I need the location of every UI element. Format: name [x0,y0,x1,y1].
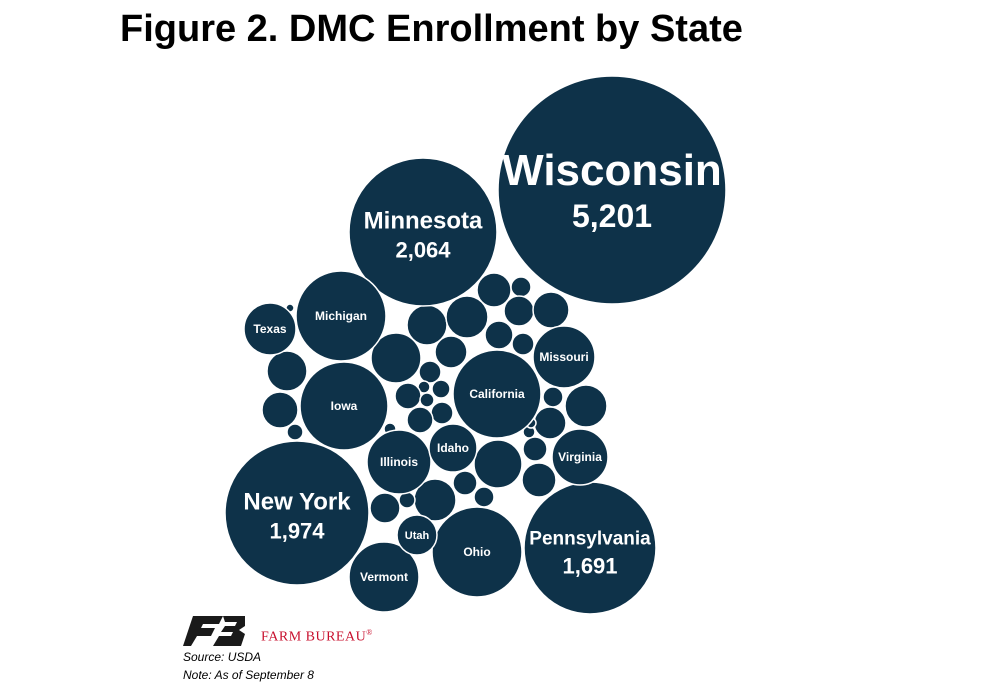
bubble-circle-michigan [295,270,387,362]
state-bubble [542,386,564,408]
state-bubble [484,320,514,350]
bubble-circle-iowa [299,361,389,451]
bubble-label-virginia: Virginia [558,450,602,464]
bubble-iowa: Iowa [299,361,389,451]
state-bubble [394,382,422,410]
state-bubble [445,295,489,339]
state-bubble [431,379,451,399]
bubble-pennsylvania: Pennsylvania 1,691 [523,481,657,615]
bubble-label-ohio: Ohio [463,545,490,559]
bubble-utah: Utah [396,514,438,556]
registered-mark: ® [366,628,373,637]
date-note: Note: As of September 8 [183,668,314,682]
state-bubble [564,384,608,428]
bubble-label-missouri: Missouri [539,350,588,364]
state-bubble [521,462,557,498]
bubble-circle-ohio [431,506,523,598]
state-bubble [510,276,532,298]
bubble-label-minnesota: Minnesota [364,208,483,235]
state-bubble [418,360,442,384]
state-bubble [452,470,478,496]
state-bubble [406,406,434,434]
bubble-virginia: Virginia [551,428,609,486]
state-bubble [476,272,512,308]
bubble-label-california: California [469,387,525,401]
state-bubble [473,439,523,489]
bubble-label-new-york: New York [243,489,351,516]
state-bubble [261,391,299,429]
bubble-value-new-york: 1,974 [269,518,325,543]
bubble-label-michigan: Michigan [315,309,367,323]
bubble-idaho: Idaho [428,423,478,473]
bubble-circle-minnesota [348,157,498,307]
state-bubble [430,401,454,425]
state-bubble [434,335,468,369]
state-bubble [370,332,422,384]
bubble-circle-illinois [366,429,432,495]
bubble-ohio: Ohio [431,506,523,598]
state-bubble [266,350,308,392]
bubble-label-wisconsin: Wisconsin [502,146,722,195]
state-bubble [511,332,535,356]
bubble-value-wisconsin: 5,201 [572,198,652,234]
state-bubble [533,406,567,440]
state-bubble [419,392,435,408]
bubble-value-pennsylvania: 1,691 [562,553,617,578]
state-bubble [473,486,495,508]
bubble-circle-idaho [428,423,478,473]
bubble-circle-virginia [551,428,609,486]
bubble-circle-vermont [348,541,420,613]
logo-text: FARM BUREAU [261,629,367,645]
state-bubble [369,492,401,524]
state-bubble [503,295,535,327]
bubble-value-minnesota: 2,064 [395,237,451,262]
bubble-michigan: Michigan [295,270,387,362]
bubble-circle-wisconsin [497,75,727,305]
chart-title: Figure 2. DMC Enrollment by State [120,8,743,50]
bubble-label-utah: Utah [405,530,430,542]
source-note: Source: USDA [183,650,262,664]
bubble-texas: Texas [243,302,297,356]
state-bubble [532,291,570,329]
bubble-missouri: Missouri [532,325,596,389]
bubble-label-iowa: Iowa [331,399,358,413]
bubble-california: California [452,349,542,439]
bubble-illinois: Illinois [366,429,432,495]
farm-bureau-wordmark: FARM BUREAU® [261,628,373,646]
bubble-circle-texas [243,302,297,356]
farm-bureau-logo-icon [183,616,245,646]
bubble-circle-missouri [532,325,596,389]
bubble-label-illinois: Illinois [380,455,418,469]
bubble-label-idaho: Idaho [437,441,469,455]
bubble-vermont: Vermont [348,541,420,613]
bubble-label-vermont: Vermont [360,570,408,584]
bubble-label-texas: Texas [253,322,286,336]
bubble-label-pennsylvania: Pennsylvania [529,529,651,550]
state-bubble [522,436,548,462]
bubble-circle-california [452,349,542,439]
bubble-circle-utah [396,514,438,556]
state-bubble [286,423,304,441]
bubble-circle-new-york [224,440,370,586]
